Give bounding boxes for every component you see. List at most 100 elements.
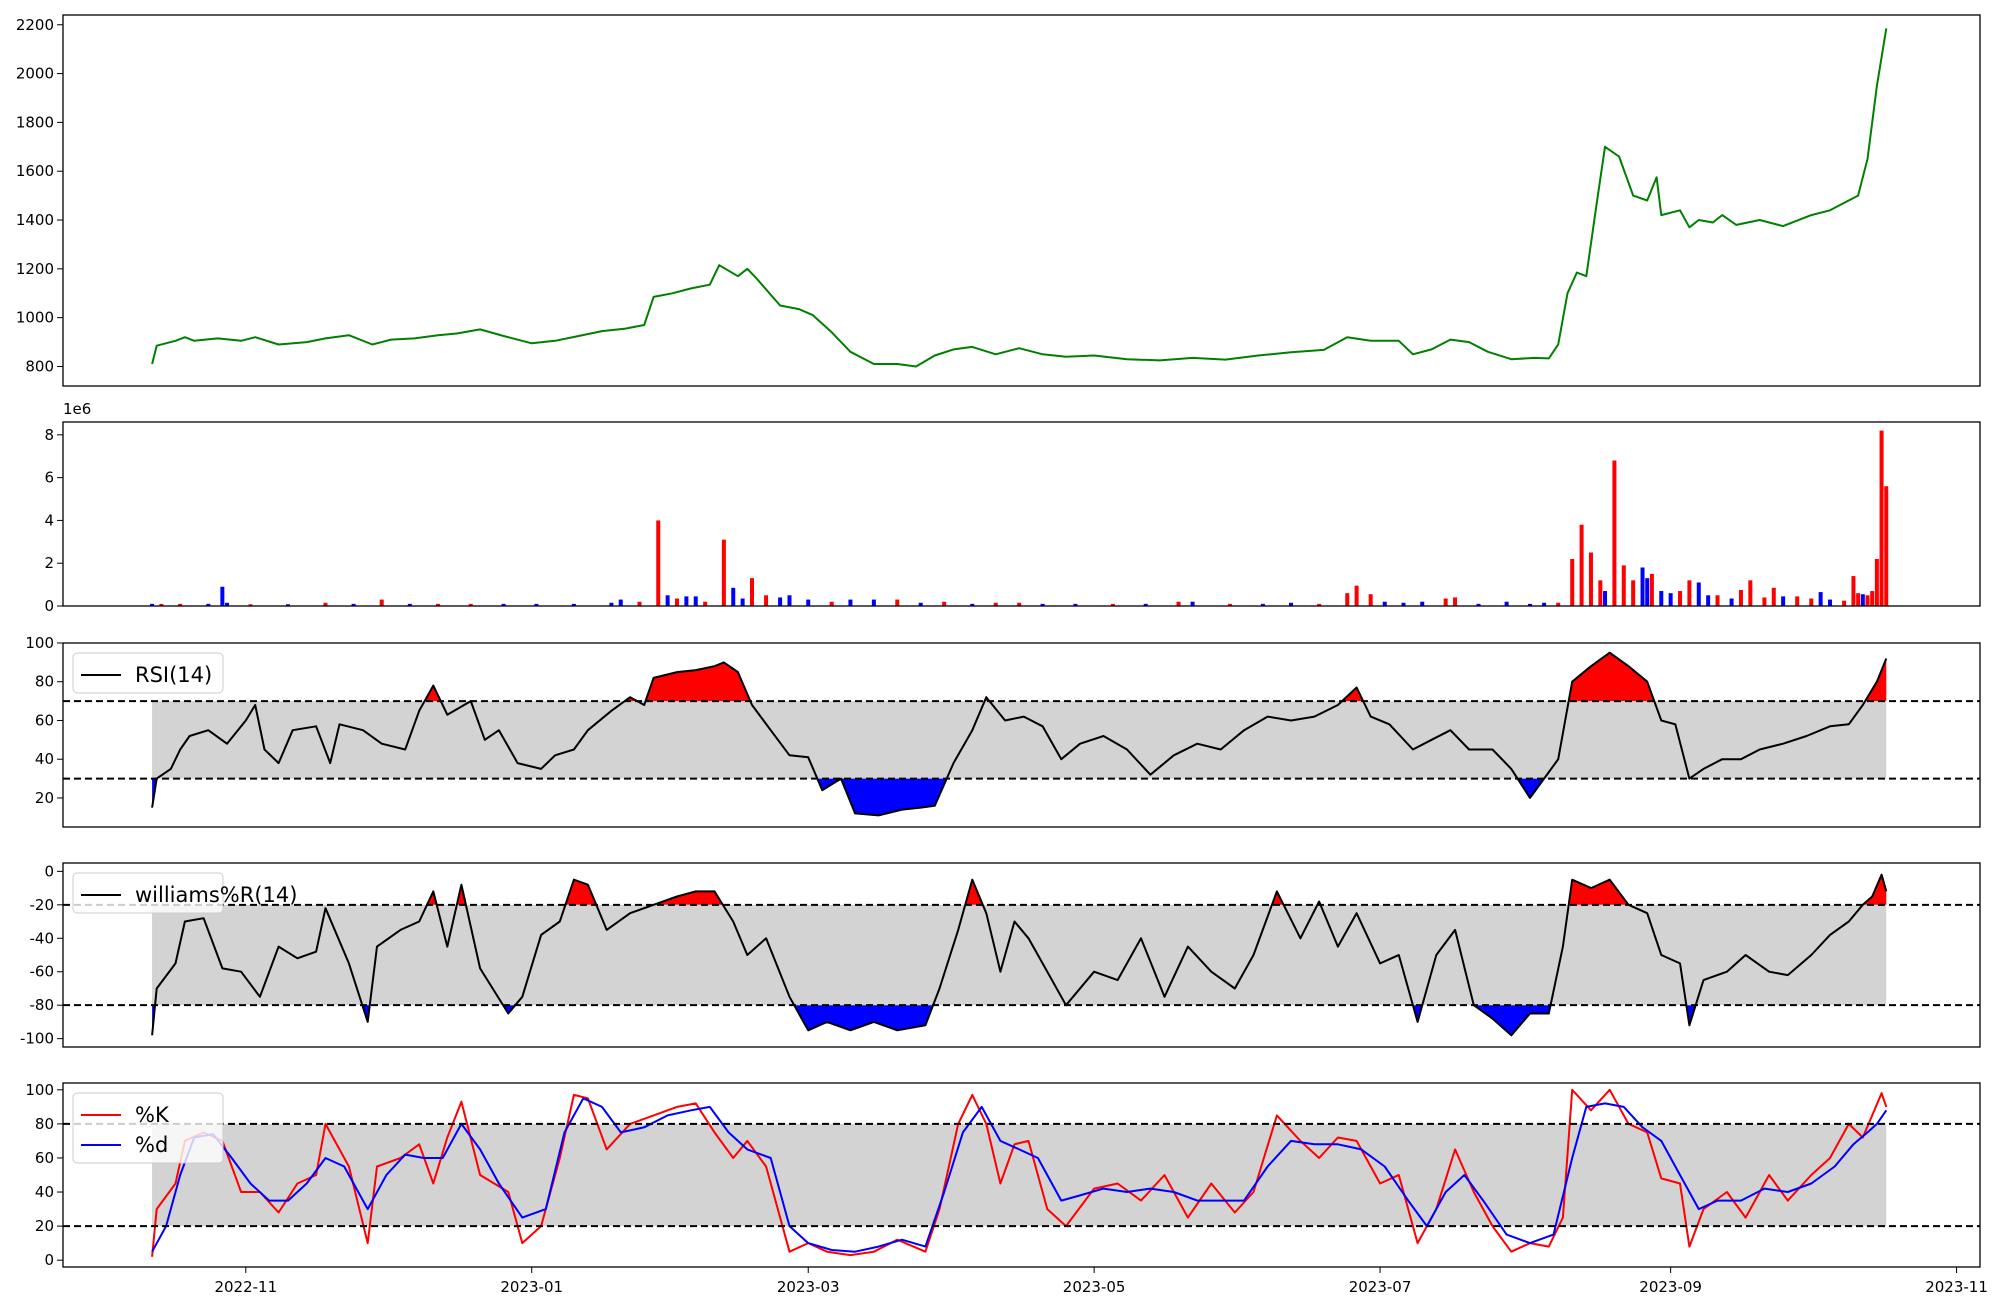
rsi-panel: 20 40 60 80 100 RSI(14) — [25, 634, 1981, 828]
y-tick-label: 20 — [35, 1217, 54, 1235]
y-tick-label: 2200 — [16, 16, 54, 34]
williams-overbought-fill — [965, 879, 983, 905]
rsi-overbought-fill — [424, 685, 441, 702]
y-tick-label: 80 — [35, 673, 54, 691]
volume-bar — [285, 604, 290, 606]
volume-bar — [1715, 595, 1720, 606]
volume-bar — [693, 596, 698, 606]
y-tick-label: 0 — [44, 597, 54, 615]
volume-bar — [571, 603, 576, 606]
x-tick-label: 2023-03 — [777, 1278, 840, 1296]
volume-offset-label: 1e6 — [63, 400, 91, 418]
y-tick-label: 100 — [25, 634, 54, 652]
volume-bar — [225, 602, 230, 606]
y-tick-label: 80 — [35, 1115, 54, 1133]
volume-bar — [918, 602, 923, 606]
volume-bar — [379, 599, 384, 606]
legend-label: %d — [135, 1133, 168, 1157]
y-tick-label: 100 — [25, 1081, 54, 1099]
volume-bar — [731, 587, 736, 606]
volume-bar — [1228, 603, 1233, 606]
williams-overbought-fill — [1862, 874, 1887, 905]
rsi-frame — [62, 642, 1981, 828]
volume-bar — [871, 599, 876, 606]
volume-bar — [1828, 599, 1833, 606]
williams-panel: -100 -80 -60 -40 -20 0 williams%R(14) — [20, 862, 1981, 1048]
volume-bar — [1143, 603, 1148, 606]
y-tick-label: 4 — [44, 511, 54, 529]
volume-bar — [206, 603, 211, 606]
volume-bar — [1706, 595, 1711, 606]
volume-bar — [1649, 573, 1654, 606]
y-tick-label: -100 — [20, 1030, 54, 1048]
volume-bar — [1851, 576, 1856, 606]
volume-bar — [1842, 600, 1847, 606]
x-tick-label: 2023-01 — [500, 1278, 563, 1296]
volume-bar — [1317, 603, 1322, 606]
volume-bar — [684, 596, 689, 606]
price-panel: 800 1000 1200 1400 1600 1800 2000 2200 — [16, 14, 1981, 387]
volume-bar — [1453, 597, 1458, 606]
volume-bar — [721, 539, 726, 606]
volume-bar — [1748, 580, 1753, 606]
volume-bar — [1795, 596, 1800, 606]
price-series-0-line — [151, 28, 1888, 368]
volume-bar — [1874, 558, 1879, 606]
volume-bar — [1678, 591, 1683, 606]
volume-bar — [1354, 585, 1359, 606]
volume-bar — [1879, 430, 1884, 606]
volume-bar — [435, 603, 440, 606]
volume-bar — [1040, 603, 1045, 606]
volume-bar — [1771, 587, 1776, 606]
williams-neutral-band — [152, 904, 1887, 1006]
x-tick-label: 2023-07 — [1349, 1278, 1412, 1296]
williams-oversold-fill — [794, 1005, 934, 1031]
y-tick-label: 1600 — [16, 162, 54, 180]
volume-bar — [1368, 594, 1373, 606]
volume-bar — [1260, 603, 1265, 606]
volume-bar — [1504, 601, 1509, 606]
rsi-series-0-line — [151, 651, 1888, 817]
williams-oversold-fill — [1412, 1005, 1423, 1022]
volume-bar — [675, 598, 680, 606]
legend-box — [72, 872, 224, 914]
y-tick-label: 2000 — [16, 65, 54, 83]
volume-bar — [351, 603, 356, 606]
volume-bar — [1612, 460, 1617, 606]
stochastic-neutral-band — [152, 1123, 1887, 1227]
y-tick-label: 800 — [25, 357, 54, 375]
volume-bar — [764, 595, 769, 606]
volume-bar — [787, 595, 792, 606]
y-tick-label: 6 — [44, 469, 54, 487]
volume-bar — [1631, 580, 1636, 606]
legend-box — [72, 652, 224, 694]
rsi-overbought-fill — [645, 662, 751, 702]
volume-bar — [1870, 591, 1875, 606]
volume-bar — [942, 601, 947, 606]
volume-bar — [1668, 593, 1673, 606]
volume-bar — [1556, 602, 1561, 606]
volume-bar — [1687, 580, 1692, 606]
volume-bar — [637, 601, 642, 606]
y-tick-label: -20 — [30, 896, 55, 914]
volume-bar — [1621, 565, 1626, 606]
williams-oversold-fill — [1473, 1005, 1551, 1036]
volume-bar — [618, 599, 623, 606]
volume-bar — [656, 520, 661, 606]
y-tick-label: 20 — [35, 789, 54, 807]
volume-bar — [829, 601, 834, 606]
y-tick-label: 0 — [44, 1251, 54, 1269]
y-tick-label: 8 — [44, 426, 54, 444]
y-tick-label: 40 — [35, 750, 54, 768]
volume-bar — [220, 586, 225, 606]
volume-bar — [150, 603, 155, 606]
price-frame — [62, 14, 1981, 387]
y-tick-label: 1800 — [16, 113, 54, 131]
volume-bar — [407, 603, 412, 606]
volume-bar — [1017, 602, 1022, 606]
legend-label: %K — [135, 1103, 170, 1127]
volume-bar — [1401, 602, 1406, 606]
legend-label: RSI(14) — [135, 663, 212, 687]
